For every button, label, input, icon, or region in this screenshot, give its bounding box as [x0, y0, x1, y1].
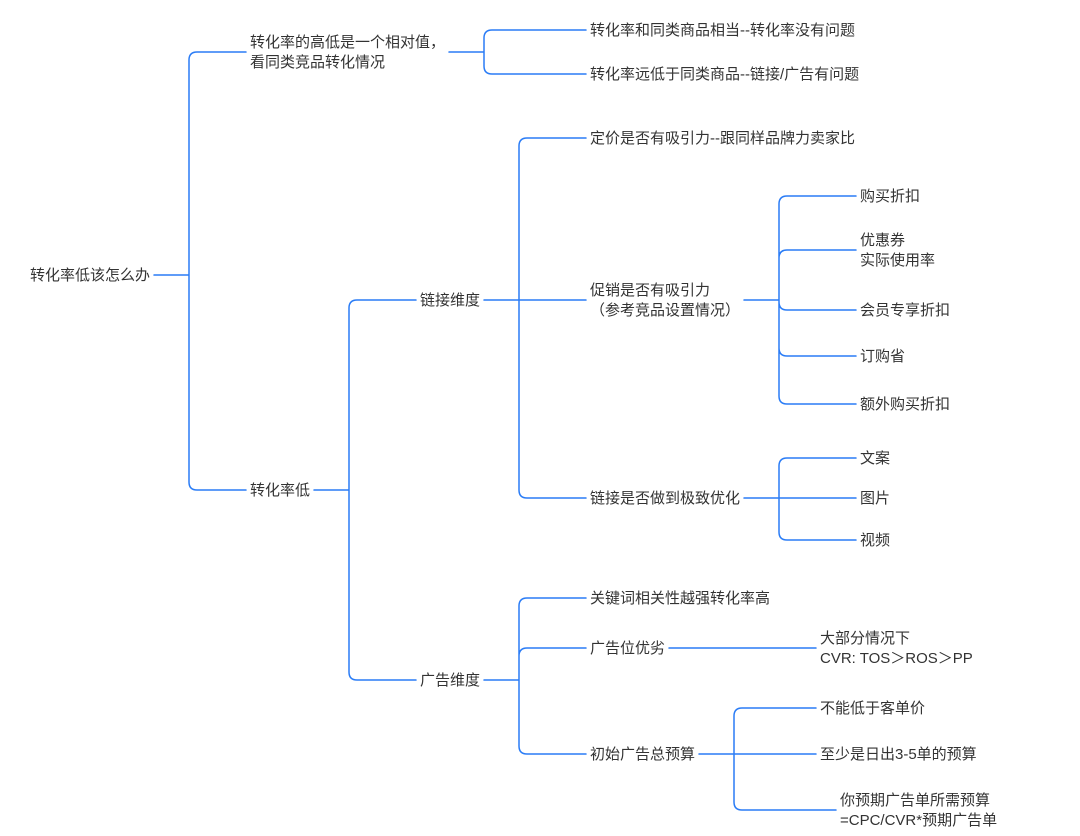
node: 会员专享折扣 — [860, 302, 950, 319]
node-label: 转化率远低于同类商品--链接/广告有问题 — [590, 66, 859, 83]
node-label: 看同类竞品转化情况 — [250, 53, 385, 71]
node-label: 促销是否有吸引力 — [590, 282, 710, 299]
node: 促销是否有吸引力 （参考竞品设置情况） — [590, 282, 740, 319]
node: 优惠券实际使用率 — [860, 232, 935, 269]
connector — [744, 196, 856, 404]
node: 链接是否做到极致优化 — [590, 490, 740, 507]
node-label: （参考竞品设置情况） — [590, 301, 740, 319]
node-label: 不能低于客单价 — [820, 700, 925, 717]
node: 关键词相关性越强转化率高 — [590, 590, 770, 607]
node-label: 链接维度 — [420, 292, 480, 309]
node: 转化率的高低是一个相对值， 看同类竞品转化情况 — [250, 34, 445, 71]
node-label: 实际使用率 — [860, 252, 935, 269]
node: 定价是否有吸引力--跟同样品牌力卖家比 — [590, 130, 855, 147]
node-label: 优惠券 — [860, 232, 905, 249]
connector — [484, 138, 586, 498]
connector — [314, 300, 416, 680]
node: 链接维度 — [420, 292, 480, 309]
node: 广告位优劣 — [590, 640, 665, 657]
node-label: 链接是否做到极致优化 — [590, 490, 740, 507]
node: 订购省 — [860, 348, 905, 365]
node: 广告维度 — [420, 672, 480, 689]
node: 购买折扣 — [860, 188, 920, 205]
node-label: 广告位优劣 — [590, 640, 665, 657]
node-label: 订购省 — [860, 348, 905, 365]
node-label: 转化率低该怎么办 — [30, 267, 150, 284]
node: 大部分情况下 CVR: TOS＞ROS＞PP — [820, 630, 973, 667]
node-label: 图片 — [860, 490, 890, 507]
node: 不能低于客单价 — [820, 700, 925, 717]
node: 额外购买折扣 — [860, 396, 950, 413]
node-label: 初始广告总预算 — [590, 745, 695, 763]
node: 转化率远低于同类商品--链接/广告有问题 — [590, 66, 859, 83]
connector — [699, 708, 836, 810]
node-label: 转化率低 — [250, 482, 310, 499]
node-label: 定价是否有吸引力--跟同样品牌力卖家比 — [590, 130, 855, 147]
node-label: 会员专享折扣 — [860, 302, 950, 319]
node: 转化率低该怎么办 — [30, 267, 150, 284]
node-label: 文案 — [860, 449, 890, 467]
node-label: 额外购买折扣 — [860, 396, 950, 413]
node-label: 至少是日出3-5单的预算 — [820, 745, 977, 763]
node-label: 大部分情况下 — [820, 630, 910, 647]
node-label: CVR: TOS＞ROS＞PP — [820, 650, 973, 667]
node-label: 广告维度 — [420, 672, 480, 689]
mindmap-canvas: 转化率低该怎么办 转化率的高低是一个相对值， 看同类竞品转化情况 转化率和同类商品相当… — [0, 0, 1080, 836]
node-label: 转化率的高低是一个相对值， — [250, 34, 445, 51]
connector — [449, 30, 586, 74]
node-label: 购买折扣 — [860, 188, 920, 205]
node-label: 视频 — [860, 532, 890, 549]
node: 视频 — [860, 532, 890, 549]
node-label: 转化率和同类商品相当--转化率没有问题 — [590, 22, 855, 39]
node-label: 你预期广告单所需预算 — [840, 791, 990, 809]
node: 至少是日出3-5单的预算 — [820, 745, 977, 763]
connector — [154, 52, 246, 490]
node: 初始广告总预算 — [590, 745, 695, 763]
node: 文案 — [860, 449, 890, 467]
node: 图片 — [860, 490, 890, 507]
node: 转化率低 — [250, 482, 310, 499]
node-label: =CPC/CVR*预期广告单 — [840, 812, 997, 829]
connector — [744, 458, 856, 540]
node: 你预期广告单所需预算 =CPC/CVR*预期广告单 — [840, 791, 997, 829]
connector — [484, 598, 586, 754]
node: 转化率和同类商品相当--转化率没有问题 — [590, 22, 855, 39]
node-label: 关键词相关性越强转化率高 — [590, 590, 770, 607]
